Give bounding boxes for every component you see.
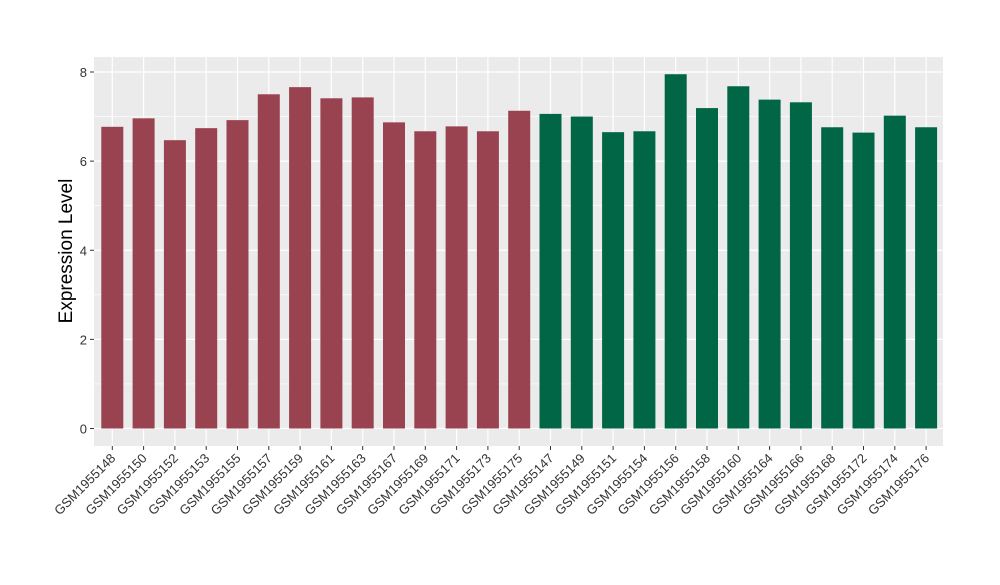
bar-GSM1955161	[320, 98, 343, 429]
bar-GSM1955172	[852, 132, 875, 429]
bar-GSM1955158	[696, 108, 718, 429]
bar-GSM1955147	[539, 113, 562, 429]
bars	[101, 74, 938, 429]
bar-GSM1955154	[633, 131, 656, 429]
bar-GSM1955156	[664, 74, 687, 429]
bar-GSM1955148	[101, 126, 124, 429]
bar-GSM1955159	[289, 87, 312, 429]
y-tick-label: 2	[80, 332, 87, 347]
bar-GSM1955171	[445, 126, 468, 429]
y-tick-label: 4	[80, 243, 87, 258]
bar-GSM1955157	[257, 94, 280, 429]
bar-GSM1955160	[727, 86, 750, 429]
bar-GSM1955163	[351, 97, 374, 429]
axes: 02468GSM1955148GSM1955150GSM1955152GSM19…	[51, 65, 932, 518]
bar-GSM1955176	[915, 127, 938, 429]
bar-GSM1955175	[508, 110, 531, 429]
bar-GSM1955166	[789, 102, 812, 429]
bar-GSM1955174	[883, 115, 906, 429]
bar-GSM1955149	[570, 116, 593, 429]
y-tick-label: 8	[80, 65, 87, 80]
bar-GSM1955169	[414, 131, 437, 429]
bar-GSM1955151	[602, 132, 625, 429]
bar-GSM1955152	[163, 140, 186, 429]
bar-GSM1955173	[476, 131, 499, 429]
y-axis-title: Expression Level	[56, 179, 77, 324]
bar-GSM1955153	[195, 128, 218, 429]
y-tick-label: 0	[80, 422, 87, 437]
bar-GSM1955167	[383, 122, 405, 429]
bar-GSM1955168	[821, 127, 844, 429]
bar-GSM1955164	[758, 99, 781, 429]
bar-GSM1955150	[132, 118, 155, 429]
bar-GSM1955155	[226, 120, 249, 429]
y-tick-label: 6	[80, 154, 87, 169]
